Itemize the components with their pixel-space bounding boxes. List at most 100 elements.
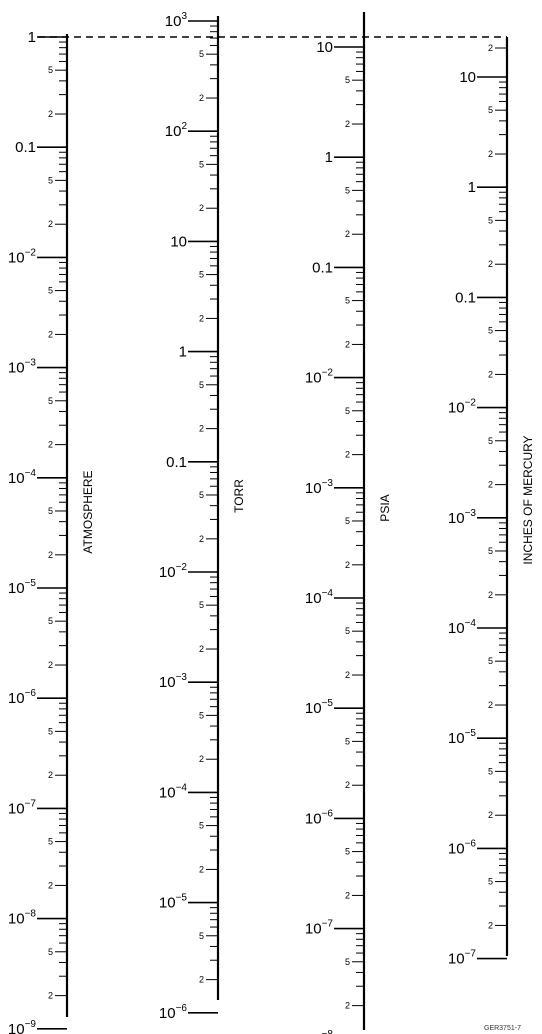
atmosphere-decade-label: 10−6 (8, 688, 37, 707)
atmosphere-minor-label: 5 (48, 616, 53, 626)
atmosphere-minor-label: 2 (48, 219, 53, 229)
torr-minor-label: 2 (199, 864, 204, 874)
torr-minor-label: 2 (199, 644, 204, 654)
psia-minor-label: 5 (345, 296, 350, 306)
psia-minor-label: 2 (345, 560, 350, 570)
psia-decade-label: 10−6 (305, 808, 334, 827)
psia-decade-label: 10 (316, 39, 333, 56)
atmosphere-minor-label: 5 (48, 506, 53, 516)
psia-minor-label: 2 (345, 1001, 350, 1011)
atmosphere-minor-label: 5 (48, 947, 53, 957)
inches-of-mercury-minor-label: 5 (488, 215, 493, 225)
psia-minor-label: 5 (345, 406, 350, 416)
psia-minor-label: 5 (345, 75, 350, 85)
atmosphere-minor-label: 5 (48, 726, 53, 736)
inches-of-mercury-decade-label: 10−3 (448, 508, 477, 527)
inches-of-mercury-minor-label: 2 (488, 149, 493, 159)
psia-decade-label: 10−4 (305, 588, 334, 607)
atmosphere-minor-label: 5 (48, 396, 53, 406)
atmosphere-minor-label: 5 (48, 837, 53, 847)
psia-minor-label: 5 (345, 626, 350, 636)
torr-minor-label: 2 (199, 203, 204, 213)
inches-of-mercury-minor-label: 5 (488, 326, 493, 336)
psia-decade-label: 10−2 (305, 368, 334, 387)
torr-minor-label: 2 (199, 754, 204, 764)
torr-minor-label: 5 (199, 600, 204, 610)
atmosphere-decade-label: 10−9 (8, 1019, 37, 1034)
atmosphere-decade-label: 1 (28, 29, 36, 46)
torr-minor-label: 5 (199, 270, 204, 280)
psia-minor-label: 5 (345, 736, 350, 746)
torr-minor-label: 5 (199, 931, 204, 941)
torr-title: TORR (232, 479, 246, 513)
inches-of-mercury-minor-label: 2 (488, 700, 493, 710)
atmosphere-decade-label: 0.1 (15, 139, 36, 156)
psia-decade-label: 10−3 (305, 478, 334, 497)
torr-minor-label: 5 (199, 159, 204, 169)
atmosphere-minor-label: 2 (48, 550, 53, 560)
psia-minor-label: 2 (345, 119, 350, 129)
inches-of-mercury-minor-label: 2 (488, 43, 493, 53)
torr-minor-label: 5 (199, 49, 204, 59)
torr-decade-label: 10−2 (159, 562, 188, 581)
atmosphere-minor-label: 5 (48, 65, 53, 75)
torr-decade-label: 103 (165, 11, 188, 30)
torr-decade-label: 10 (170, 233, 187, 250)
torr-minor-label: 5 (199, 380, 204, 390)
atmosphere-minor-label: 2 (48, 880, 53, 890)
inches-of-mercury-minor-label: 5 (488, 656, 493, 666)
torr-decade-label: 1 (179, 344, 187, 361)
inches-of-mercury-minor-label: 2 (488, 810, 493, 820)
torr-minor-label: 5 (199, 710, 204, 720)
psia-decade-label: 1 (325, 149, 333, 166)
torr-minor-label: 2 (199, 93, 204, 103)
torr-minor-label: 5 (199, 821, 204, 831)
torr-minor-label: 5 (199, 490, 204, 500)
atmosphere-minor-label: 5 (48, 175, 53, 185)
torr-decade-label: 10−3 (159, 672, 188, 691)
atmosphere-minor-label: 2 (48, 660, 53, 670)
figure-code: GER3751-7 (484, 1025, 521, 1032)
inches-of-mercury-decade-label: 10−2 (448, 398, 477, 417)
atmosphere-minor-label: 5 (48, 286, 53, 296)
torr-minor-label: 2 (199, 534, 204, 544)
psia-minor-label: 2 (345, 229, 350, 239)
psia-minor-label: 2 (345, 339, 350, 349)
atmosphere-minor-label: 2 (48, 440, 53, 450)
torr-minor-label: 2 (199, 313, 204, 323)
atmosphere-minor-label: 2 (48, 329, 53, 339)
torr-minor-label: 2 (199, 975, 204, 985)
psia-minor-label: 2 (345, 670, 350, 680)
psia-minor-label: 5 (345, 957, 350, 967)
atmosphere-minor-label: 2 (48, 991, 53, 1001)
atmosphere-decade-label: 10−7 (8, 798, 37, 817)
torr-decade-label: 0.1 (166, 454, 187, 471)
inches-of-mercury-minor-label: 5 (488, 766, 493, 776)
psia-title: PSIA (378, 494, 392, 521)
psia-minor-label: 2 (345, 780, 350, 790)
psia-minor-label: 5 (345, 185, 350, 195)
inches-of-mercury-minor-label: 5 (488, 436, 493, 446)
inches-of-mercury-minor-label: 5 (488, 877, 493, 887)
atmosphere-minor-label: 2 (48, 109, 53, 119)
torr-decade-label: 10−5 (159, 893, 188, 912)
psia-decade-label: 0.1 (312, 259, 333, 276)
atmosphere-decade-label: 10−5 (8, 578, 37, 597)
torr-decade-label: 102 (165, 121, 188, 140)
psia-minor-label: 2 (345, 890, 350, 900)
psia-decade-label: 10−7 (305, 919, 334, 938)
psia-decade-label: 10−8 (305, 1029, 334, 1034)
inches-of-mercury-decade-label: 10−4 (448, 618, 477, 637)
psia-decade-label: 10−5 (305, 698, 334, 717)
inches-of-mercury-minor-label: 2 (488, 369, 493, 379)
atmosphere-decade-label: 10−2 (8, 247, 37, 266)
atmosphere-minor-label: 2 (48, 770, 53, 780)
psia-minor-label: 5 (345, 847, 350, 857)
inches-of-mercury-decade-label: 0.1 (455, 289, 476, 306)
inches-of-mercury-minor-label: 5 (488, 105, 493, 115)
atmosphere-decade-label: 10−3 (8, 358, 37, 377)
inches-of-mercury-decade-label: 1 (468, 179, 476, 196)
inches-of-mercury-minor-label: 2 (488, 480, 493, 490)
psia-minor-label: 5 (345, 516, 350, 526)
